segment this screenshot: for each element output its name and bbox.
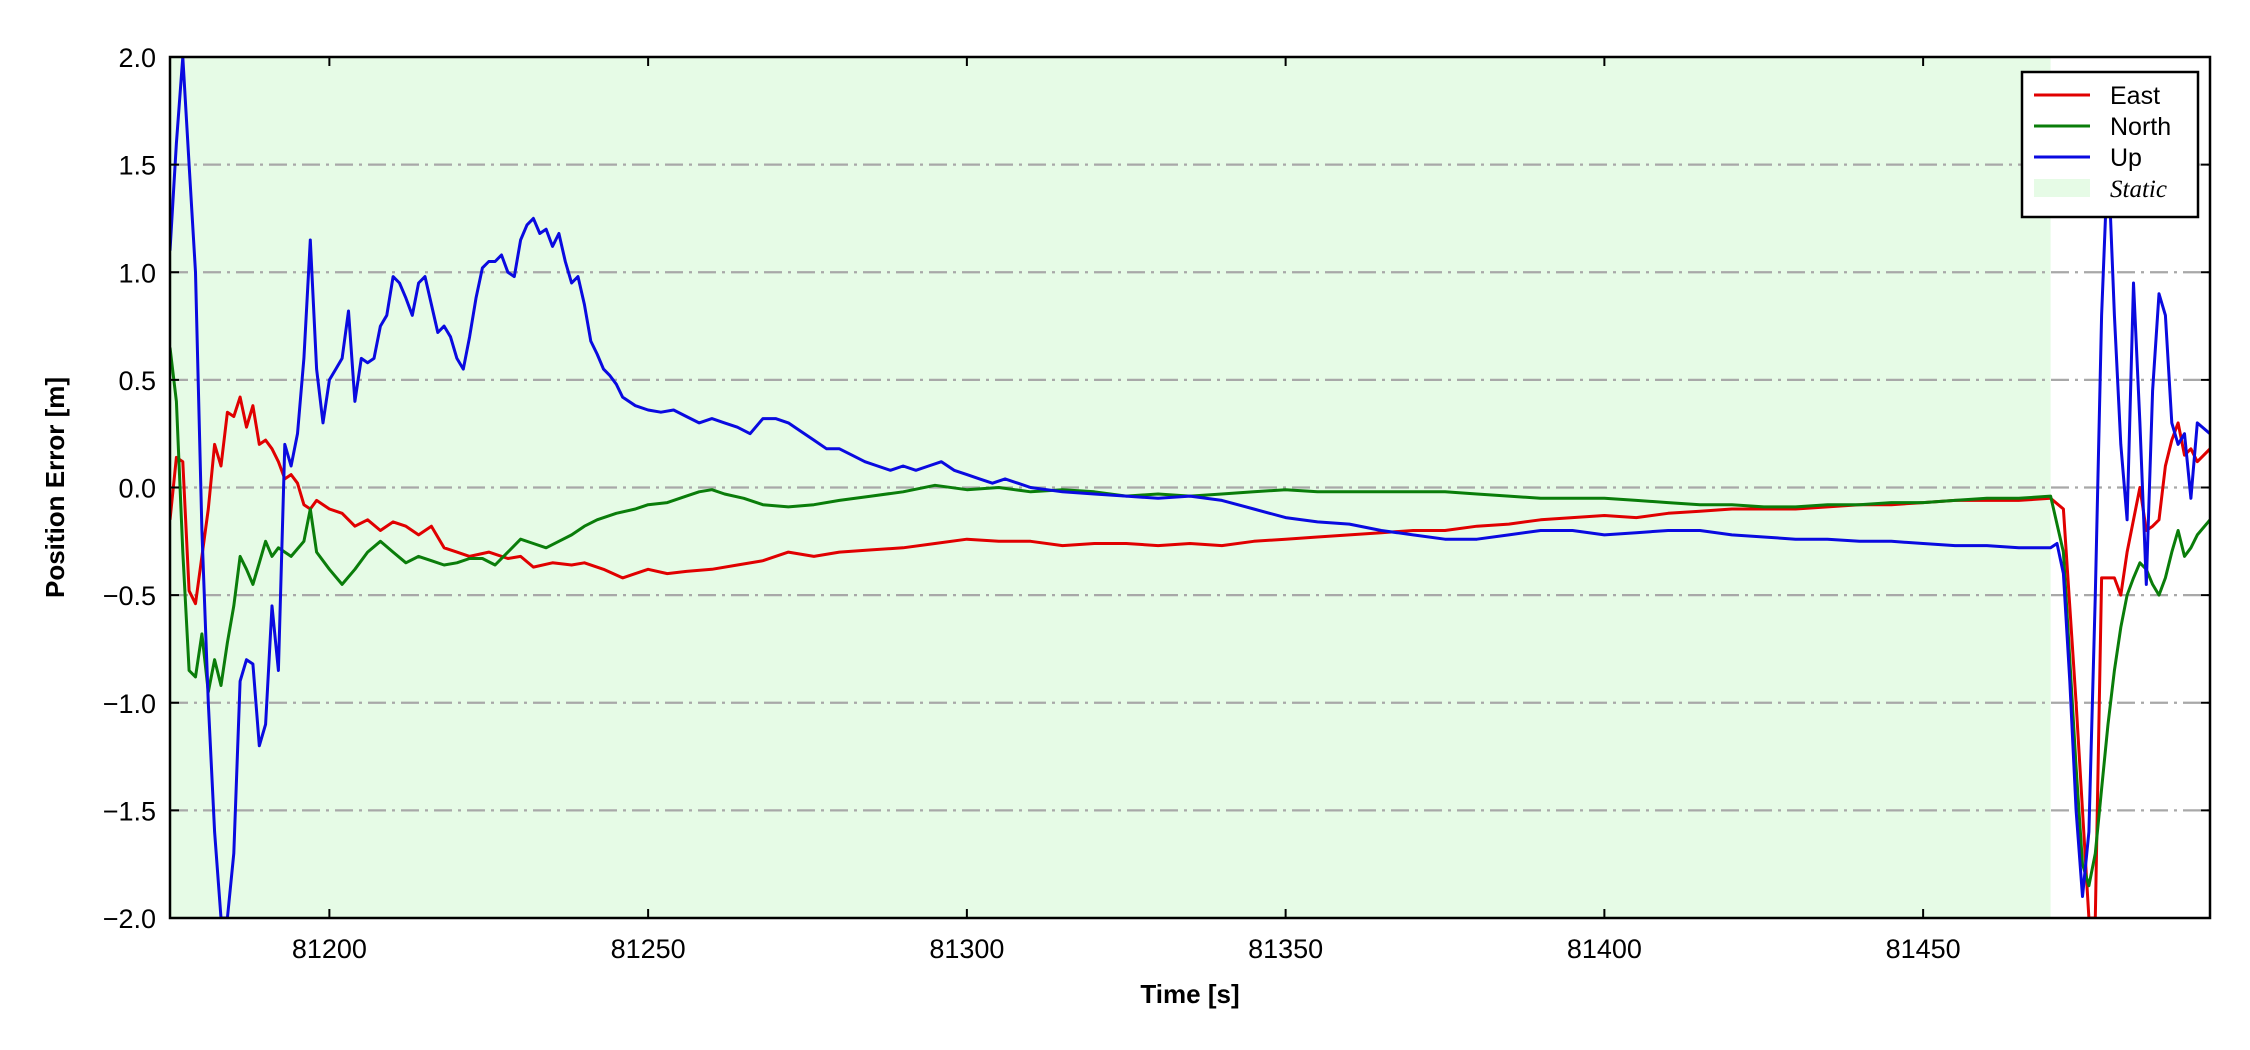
y-tick-label: −1.0: [103, 689, 156, 719]
x-tick-label: 81200: [292, 934, 367, 964]
y-tick-label: −1.5: [103, 796, 156, 826]
x-tick-label: 81400: [1567, 934, 1642, 964]
y-tick-label: 0.5: [118, 366, 156, 396]
y-tick-label: 0.0: [118, 474, 156, 504]
x-tick-label: 81450: [1886, 934, 1961, 964]
x-tick-label: 81250: [611, 934, 686, 964]
y-tick-label: −2.0: [103, 904, 156, 934]
legend-label-up: Up: [2110, 144, 2142, 172]
y-tick-label: 1.5: [118, 151, 156, 181]
series-line-north: [170, 347, 2210, 888]
y-tick-label: −0.5: [103, 581, 156, 611]
series-line-east: [170, 395, 2210, 918]
y-axis-title: Position Error [m]: [40, 377, 70, 598]
x-tick-label: 81350: [1248, 934, 1323, 964]
x-tick-label: 81300: [929, 934, 1004, 964]
axis-ticks: 81200 81250 81300 81350 81400 81450 2.0 1.5 1.0 0…: [103, 43, 2210, 964]
y-tick-label: 1.0: [118, 258, 156, 288]
legend-swatch-static: [2034, 179, 2090, 197]
series-lines: [170, 57, 2210, 918]
legend-label-north: North: [2110, 113, 2171, 141]
series-line-up: [170, 57, 2210, 918]
legend: East North Up Static: [2020, 70, 2200, 219]
y-tick-label: 2.0: [118, 43, 156, 73]
x-axis-title: Time [s]: [1140, 979, 1239, 1009]
legend-label-static: Static: [2110, 176, 2167, 203]
legend-label-east: East: [2110, 82, 2160, 110]
grid-lines: [170, 163, 2210, 812]
